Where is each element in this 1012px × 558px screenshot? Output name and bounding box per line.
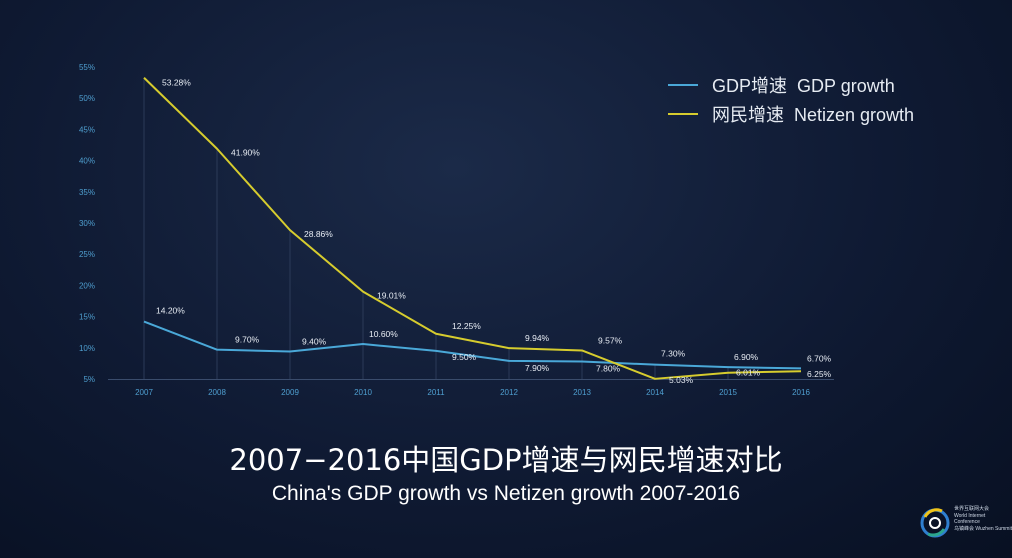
gdp-data-label: 10.60% — [369, 329, 398, 339]
x-tick-label: 2013 — [573, 388, 591, 397]
gdp-data-label: 7.90% — [525, 363, 550, 373]
x-tick-label: 2012 — [500, 388, 518, 397]
y-tick-label: 25% — [79, 250, 95, 259]
line-chart: 5% 10% 15% 20% 25% 30% 35% 40% 45% 50% 55% 2007 2008… — [79, 63, 834, 397]
gdp-data-label: 6.90% — [734, 352, 759, 362]
netizen-growth-line — [143, 77, 802, 380]
logo-line-2: World Internet — [954, 512, 986, 519]
gdp-data-label: 9.70% — [235, 335, 260, 345]
logo-text: 世界互联网大会 World Internet Conference 乌镇峰会 W… — [954, 506, 1012, 532]
x-tick-label: 2007 — [135, 388, 153, 397]
netizen-data-label: 6.25% — [807, 369, 832, 379]
chart-title-english: China's GDP growth vs Netizen growth 200… — [271, 482, 741, 505]
gdp-data-label: 9.50% — [452, 352, 477, 362]
netizen-data-label: 12.25% — [452, 321, 481, 331]
legend-swatch-netizen — [668, 112, 698, 115]
legend-label-gdp: GDP增速 GDP growth — [712, 75, 895, 96]
netizen-data-label: 6.01% — [736, 368, 761, 378]
y-tick-label: 10% — [79, 344, 95, 353]
netizen-data-label: 5.03% — [669, 375, 694, 385]
gdp-data-label: 7.30% — [661, 349, 686, 359]
legend-label-netizen: 网民增速 Netizen growth — [712, 104, 915, 125]
x-tick-label: 2008 — [208, 388, 226, 397]
netizen-data-label: 9.57% — [598, 335, 623, 345]
x-tick-label: 2015 — [719, 388, 737, 397]
netizen-data-label: 41.90% — [231, 148, 260, 158]
x-tick-label: 2009 — [281, 388, 299, 397]
netizen-data-label: 28.86% — [304, 229, 333, 239]
y-tick-label: 40% — [79, 157, 95, 166]
netizen-data-label: 9.94% — [525, 333, 550, 343]
x-tick-label: 2014 — [646, 388, 664, 397]
logo-line-1: 世界互联网大会 — [954, 506, 990, 512]
y-tick-label: 15% — [79, 313, 95, 322]
legend-swatch-gdp — [668, 83, 698, 86]
y-tick-label: 45% — [79, 125, 95, 134]
gdp-data-label: 9.40% — [302, 337, 327, 347]
gdp-data-label: 7.80% — [596, 364, 621, 374]
netizen-data-label: 19.01% — [377, 291, 406, 301]
logo-line-4: 乌镇峰会 Wuzhen Summit — [954, 525, 1012, 532]
logo-line-3: Conference — [954, 519, 980, 525]
legend-item-netizen: 网民增速 Netizen growth — [668, 99, 914, 128]
x-tick-label: 2011 — [427, 388, 445, 397]
gdp-growth-line — [143, 320, 802, 370]
y-tick-label: 20% — [79, 281, 95, 290]
legend-item-gdp: GDP增速 GDP growth — [668, 70, 914, 99]
gdp-data-label: 6.70% — [807, 353, 832, 363]
gdp-data-label: 14.20% — [156, 306, 185, 316]
y-tick-label: 30% — [79, 219, 95, 228]
world-internet-conference-logo: 世界互联网大会 World Internet Conference 乌镇峰会 W… — [918, 503, 1012, 549]
y-tick-label: 50% — [79, 94, 95, 103]
x-tick-label: 2016 — [792, 388, 810, 397]
chart-title-chinese: 2007−2016中国GDP增速与网民增速对比 — [229, 443, 783, 477]
y-tick-label: 35% — [79, 188, 95, 197]
chart-legend: GDP增速 GDP growth 网民增速 Netizen growth — [668, 70, 914, 128]
conference-emblem-icon — [920, 508, 950, 538]
y-tick-label: 5% — [83, 375, 95, 384]
y-tick-label: 55% — [79, 63, 95, 72]
netizen-data-label: 53.28% — [162, 78, 191, 88]
x-tick-label: 2010 — [354, 388, 372, 397]
